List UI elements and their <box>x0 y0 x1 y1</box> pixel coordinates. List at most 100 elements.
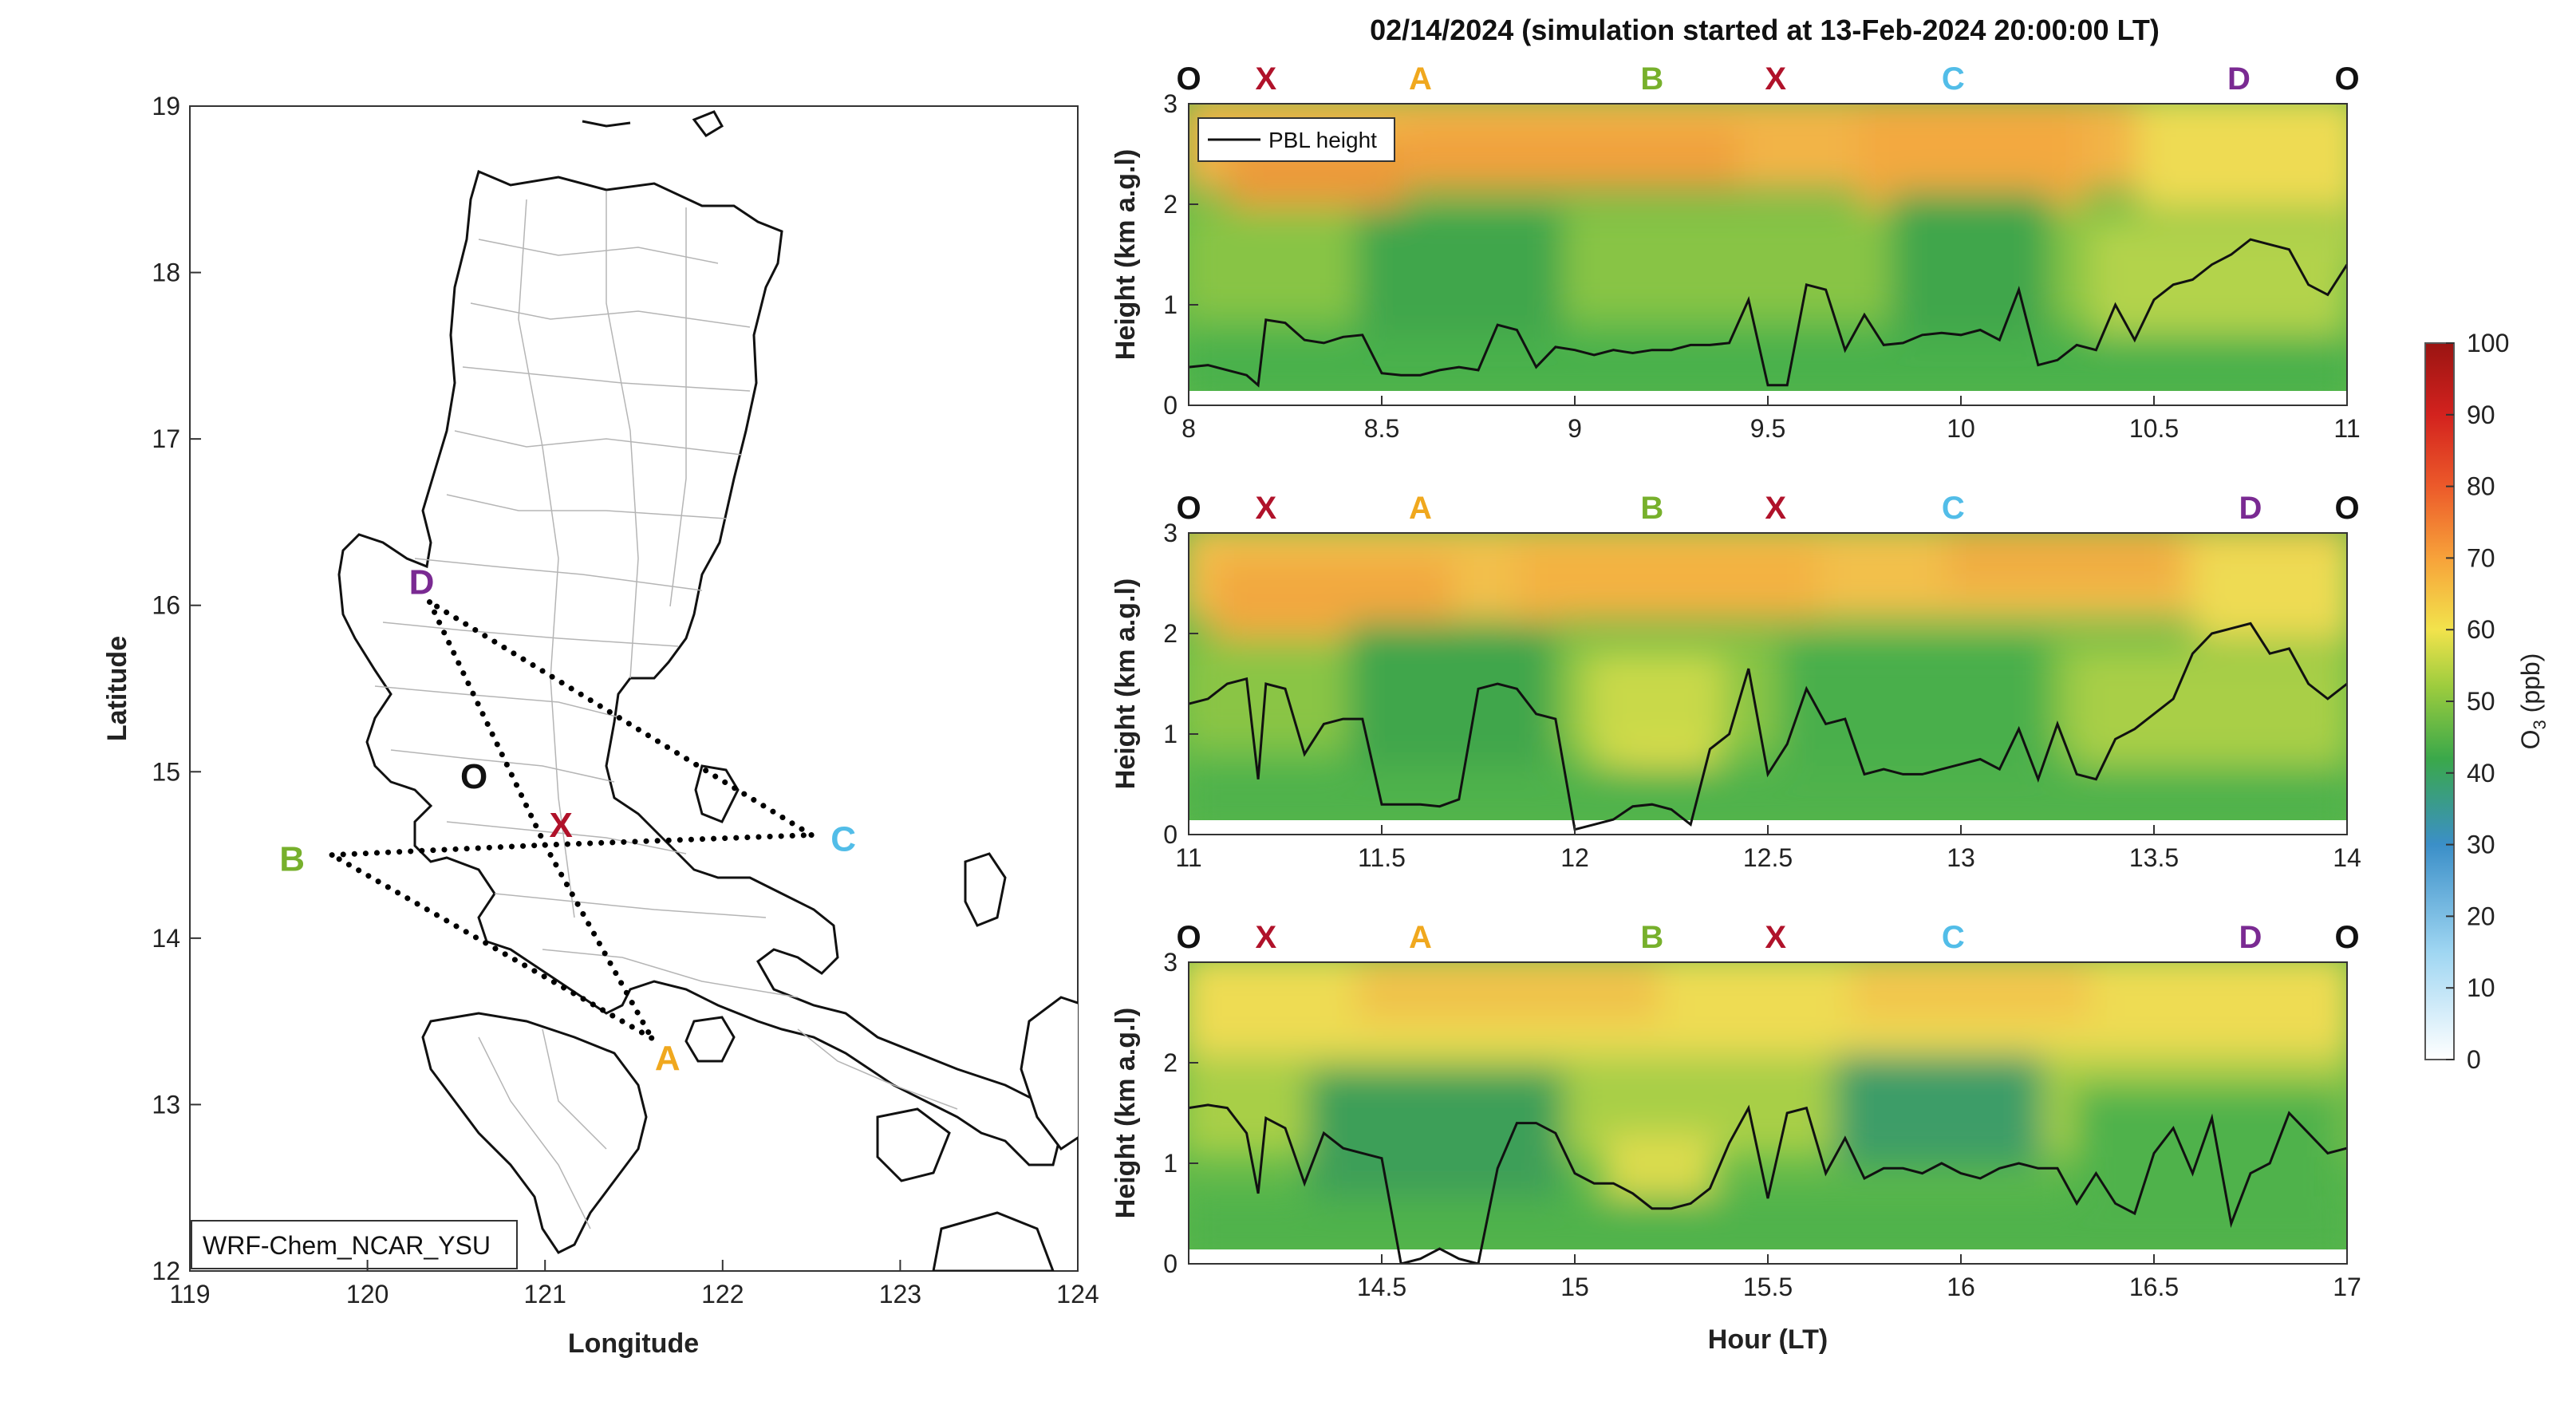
curtain-y-tick-label: 0 <box>1163 1249 1178 1278</box>
figure-title: 02/14/2024 (simulation started at 13-Feb… <box>1370 14 2160 46</box>
curtain-y-tick-label: 2 <box>1163 619 1178 648</box>
pbl-line-2 <box>1189 622 2347 831</box>
curtain-x-tick-label: 15.5 <box>1743 1273 1793 1301</box>
masbate-outline <box>876 1107 951 1182</box>
top-label-A: A <box>1409 61 1432 97</box>
map-panel: O X A B C D WRF-Chem_NCAR_YSU 119 120 121 122 123… <box>102 92 1099 1359</box>
route-lines <box>329 599 815 1041</box>
map-x-tick-label: 121 <box>524 1280 566 1308</box>
map-y-tick-label: 12 <box>152 1257 180 1285</box>
route-point-C: C <box>830 820 856 859</box>
curtain-top-labels: O X A B X C D O O X A B X C D O O X A B X C D O <box>1176 61 2359 955</box>
top-label-X: X <box>1765 491 1786 526</box>
curtain-x-axis-label: Hour (LT) <box>1708 1324 1828 1355</box>
route-segment <box>427 599 815 839</box>
curtain-x-tick-label: 11.5 <box>1358 843 1406 872</box>
top-label-O: O <box>2334 61 2359 97</box>
top-label-X: X <box>1255 61 1276 97</box>
curtain-x-tick-label: 8.5 <box>1364 414 1399 443</box>
curtain-x-tick-label: 16.5 <box>2129 1273 2179 1301</box>
top-label-B: B <box>1640 920 1663 955</box>
top-label-O: O <box>1176 491 1201 526</box>
route-segment <box>542 832 815 848</box>
curtain-x-tick-label: 13 <box>1947 843 1975 872</box>
map-x-tick-label: 124 <box>1056 1280 1099 1308</box>
colorbar-label: O3 (ppb) <box>2516 653 2550 750</box>
curtain-x-tick-label: 10 <box>1947 414 1975 443</box>
map-x-axis-label: Longitude <box>568 1328 699 1359</box>
route-point-A: A <box>655 1039 680 1078</box>
curtain-x-tick-label: 12 <box>1560 843 1589 872</box>
curtain-y-tick-label: 3 <box>1163 89 1178 118</box>
curtain-x-tick-label: 15 <box>1560 1273 1589 1301</box>
map-y-tick-label: 15 <box>152 757 180 786</box>
top-label-D: D <box>2227 61 2251 97</box>
luzon-outline <box>337 169 1063 1166</box>
map-y-ticks: 12 13 14 15 16 17 18 19 <box>152 92 201 1285</box>
route-point-X: X <box>550 806 573 845</box>
curtain-x-tick-label: 13.5 <box>2129 843 2179 872</box>
top-label-O: O <box>2334 491 2359 526</box>
curtain-y-tick-label: 1 <box>1163 1149 1178 1178</box>
top-label-X: X <box>1765 920 1786 955</box>
map-y-tick-label: 14 <box>152 924 180 953</box>
curtain-x-tick-label: 10.5 <box>2129 414 2179 443</box>
o3-field-3 <box>1189 962 2347 1264</box>
colorbar-tick-label: 60 <box>2467 615 2495 644</box>
map-y-tick-label: 13 <box>152 1090 180 1119</box>
curtain-x-tick-label: 9 <box>1568 414 1582 443</box>
pbl-legend: PBL height <box>1197 117 1395 162</box>
map-y-tick-label: 19 <box>152 92 180 120</box>
panay-edge <box>932 1211 1055 1271</box>
colorbar: 0 10 20 30 40 50 60 70 80 90 100 O3 (ppb) <box>2424 329 2550 1074</box>
route-segment <box>427 599 548 848</box>
colorbar-tick-label: 100 <box>2467 329 2509 357</box>
map-x-tick-label: 123 <box>879 1280 921 1308</box>
top-label-D: D <box>2239 491 2262 526</box>
colorbar-tick-label: 70 <box>2467 543 2495 572</box>
pbl-legend-text: PBL height <box>1268 128 1377 152</box>
curtain-y-tick-label: 1 <box>1163 720 1178 748</box>
curtain-y-tick-label: 0 <box>1163 820 1178 849</box>
map-landmass <box>337 110 1078 1271</box>
map-x-tick-label: 120 <box>346 1280 389 1308</box>
colorbar-tick-label: 10 <box>2467 973 2495 1002</box>
top-label-D: D <box>2239 920 2262 955</box>
curtain-x-tick-label: 12.5 <box>1743 843 1793 872</box>
curtain-y-tick-label: 1 <box>1163 290 1178 319</box>
curtain-x-tick-label: 11 <box>2333 414 2360 443</box>
curtain-panel-3: Hour (LT) <box>1188 961 2348 1355</box>
curtain-x-tick-label: 14.5 <box>1357 1273 1406 1301</box>
samar-outline <box>1020 996 1078 1151</box>
top-label-B: B <box>1640 491 1663 526</box>
colorbar-tick-label: 80 <box>2467 472 2495 501</box>
curtain-x-tick-label: 8 <box>1181 414 1196 443</box>
top-label-C: C <box>1942 61 1965 97</box>
map-y-tick-label: 17 <box>152 424 180 453</box>
province-boundaries <box>374 191 958 1229</box>
colorbar-tick-label: 40 <box>2467 759 2495 787</box>
top-label-O: O <box>1176 920 1201 955</box>
top-label-X: X <box>1765 61 1786 97</box>
marinduque-outline <box>684 1016 736 1063</box>
pbl-line-3 <box>1189 1103 2347 1264</box>
top-label-X: X <box>1255 491 1276 526</box>
batanes-islands <box>582 110 724 137</box>
curtain-x-tick-label: 16 <box>1947 1273 1975 1301</box>
curtain-y-axis-label: Height (km a.g.l) <box>1110 149 1141 360</box>
map-y-axis-label: Latitude <box>102 636 132 741</box>
model-label-box: WRF-Chem_NCAR_YSU <box>191 1220 518 1269</box>
catanduanes-outline <box>964 852 1007 927</box>
curtain-panel-1: PBL height <box>1188 103 2348 406</box>
colorbar-tick-label: 30 <box>2467 831 2495 859</box>
polillo-outline <box>694 764 740 823</box>
curtain-x-tick-label: 17 <box>2333 1273 2361 1301</box>
curtain-y-tick-label: 3 <box>1163 948 1178 977</box>
curtain-panel-2 <box>1188 532 2348 835</box>
top-label-C: C <box>1942 920 1965 955</box>
top-label-O: O <box>1176 61 1201 97</box>
curtain-y-tick-label: 3 <box>1163 519 1178 547</box>
map-y-tick-label: 18 <box>152 259 180 287</box>
